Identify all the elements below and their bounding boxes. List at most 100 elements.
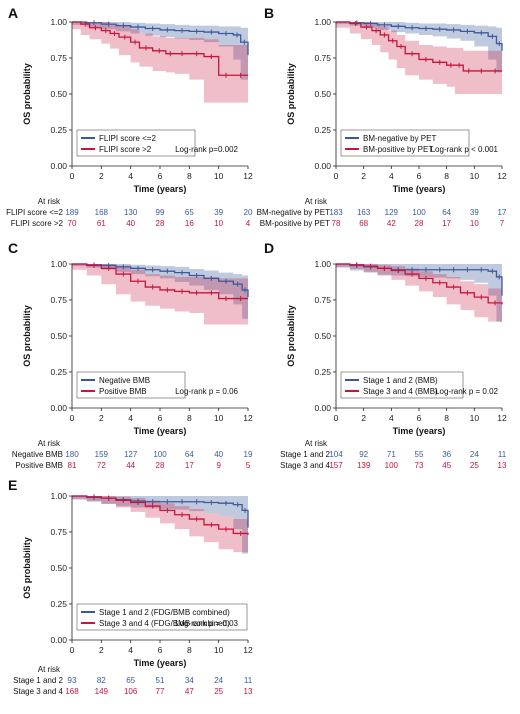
at-risk-count: 61 [97,219,106,228]
x-tick-label: 12 [497,171,507,181]
y-tick-label: 0.00 [50,161,67,171]
at-risk-count: 106 [124,687,138,696]
at-risk-count: 65 [185,208,194,217]
y-tick-label: 0.75 [50,295,67,305]
at-risk-row-label: Positive BMB [15,461,63,470]
at-risk-count: 39 [214,208,223,217]
at-risk-count: 19 [244,450,253,459]
at-risk-count: 47 [185,687,194,696]
x-axis-label: Time (years) [393,426,446,436]
panel-c: C 0.00 0.25 0.50 0.75 1.00 0 2 4 6 8 10 12 Time (year… [8,240,253,470]
x-tick-label: 4 [128,645,133,655]
x-tick-label: 8 [444,171,449,181]
at-risk-row-label: FLIPI score <=2 [6,208,63,217]
at-risk-count: 71 [387,450,396,459]
at-risk-count: 28 [415,219,424,228]
y-tick-label: 1.00 [314,259,331,269]
at-risk-count: 72 [97,461,106,470]
x-tick-label: 4 [128,171,133,181]
at-risk-count: 7 [500,219,505,228]
at-risk-count: 34 [185,676,194,685]
y-tick-label: 1.00 [50,17,67,27]
confidence-band [336,264,502,322]
at-risk-row-label: Stage 1 and 2 [13,676,63,685]
at-risk-count: 149 [95,687,109,696]
x-tick-label: 4 [128,413,133,423]
legend-box [340,129,470,157]
x-tick-label: 6 [158,645,163,655]
x-tick-label: 6 [417,413,422,423]
log-rank-annotation: Log-rank p < 0.001 [431,145,499,154]
at-risk-count: 25 [214,687,223,696]
at-risk-count: 99 [156,208,165,217]
legend-label: Negative BMB [99,376,150,385]
x-tick-label: 8 [187,171,192,181]
x-tick-label: 10 [214,171,224,181]
y-axis-label: OS probability [22,537,32,599]
y-tick-label: 0.25 [50,125,67,135]
at-risk-row-label: Stage 1 and 2 [280,450,330,459]
at-risk-count: 183 [329,208,343,217]
y-tick-label: 0.50 [314,331,331,341]
at-risk-count: 11 [244,676,253,685]
x-axis-label: Time (years) [134,184,187,194]
y-tick-label: 0.50 [50,563,67,573]
x-tick-label: 0 [334,413,339,423]
at-risk-count: 163 [357,208,371,217]
x-tick-label: 4 [389,413,394,423]
log-rank-annotation: Log-rank p = 0.02 [435,387,498,396]
log-rank-annotation: Log-rank p=0.002 [175,145,238,154]
at-risk-count: 168 [95,208,109,217]
at-risk-count: 17 [498,208,507,217]
y-axis-label: OS probability [22,305,32,367]
at-risk-count: 24 [470,450,479,459]
x-tick-label: 12 [243,171,253,181]
at-risk-count: 45 [442,461,451,470]
at-risk-count: 36 [442,450,451,459]
x-axis-label: Time (years) [393,184,446,194]
x-tick-label: 6 [158,171,163,181]
panel-letter: B [264,5,274,21]
y-tick-label: 1.00 [50,259,67,269]
x-tick-label: 0 [70,413,75,423]
at-risk-count: 64 [442,208,451,217]
x-tick-label: 2 [361,171,366,181]
x-tick-label: 2 [99,413,104,423]
x-tick-label: 8 [187,645,192,655]
legend-label: FLIPI score >2 [99,145,152,154]
y-tick-label: 0.25 [314,125,331,135]
at-risk-count: 180 [65,450,79,459]
legend-label: Stage 1 and 2 (BMB) [363,376,438,385]
y-tick-label: 0.25 [50,599,67,609]
at-risk-count: 17 [442,219,451,228]
x-tick-label: 6 [158,413,163,423]
x-tick-label: 10 [470,171,480,181]
at-risk-count: 13 [244,687,253,696]
at-risk-count: 25 [470,461,479,470]
y-tick-label: 0.25 [314,367,331,377]
at-risk-count: 24 [214,676,223,685]
survival-curve [336,21,503,51]
x-tick-label: 2 [361,413,366,423]
y-axis-label: OS probability [286,305,296,367]
legend-label: BM-positive by PET [363,145,433,154]
at-risk-count: 78 [332,219,341,228]
survival-curve [72,21,248,76]
y-axis-label: OS probability [22,63,32,125]
at-risk-count: 9 [216,461,221,470]
legend-label: Stage 3 and 4 (FDG/BMB combined) [99,619,230,628]
at-risk-count: 55 [415,450,424,459]
log-rank-annotation: Log-rank p = 0.06 [175,387,238,396]
y-tick-label: 0.75 [50,53,67,63]
y-tick-label: 0.50 [50,331,67,341]
y-tick-label: 0.50 [50,89,67,99]
legend-label: Positive BMB [99,387,147,396]
at-risk-row-label: Stage 3 and 4 [280,461,330,470]
survival-curve [72,21,249,56]
x-tick-label: 0 [334,171,339,181]
y-tick-label: 0.50 [314,89,331,99]
x-tick-label: 10 [214,413,224,423]
at-risk-count: 93 [68,676,77,685]
y-tick-label: 0.00 [50,635,67,645]
